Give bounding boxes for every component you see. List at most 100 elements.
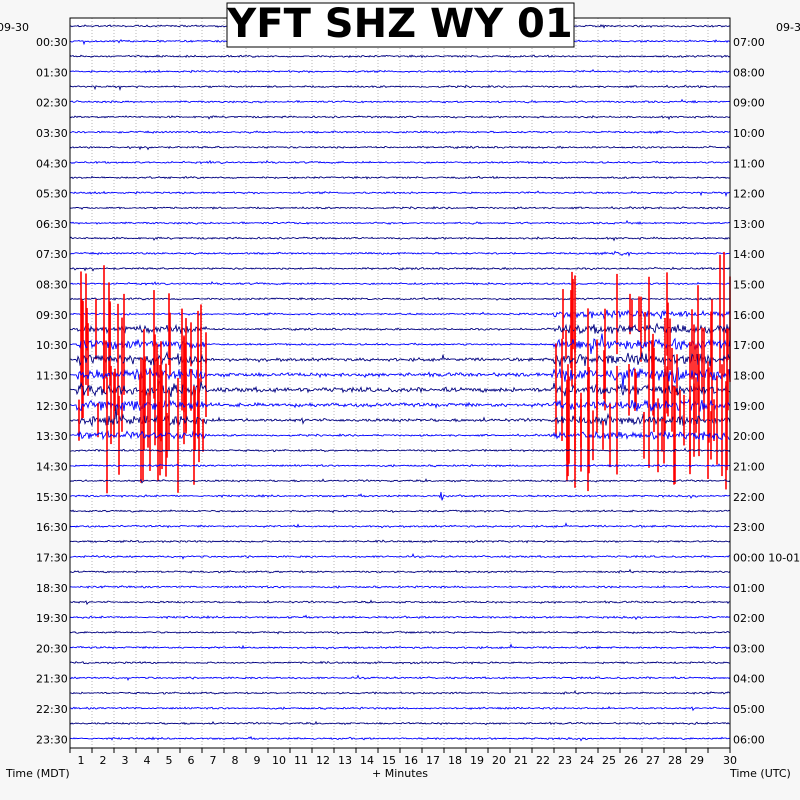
right-time-label: 03:00 — [733, 642, 765, 655]
left-time-label: 21:30 — [36, 673, 68, 686]
minute-tick-label: 17 — [426, 754, 440, 767]
right-time-label: 17:00 — [733, 339, 765, 352]
minute-tick-label: 13 — [338, 754, 352, 767]
minute-tick-label: 6 — [188, 754, 195, 767]
right-time-label: 08:00 — [733, 66, 765, 79]
seismic-traces — [69, 23, 731, 742]
trace-line — [69, 463, 731, 468]
right-time-label: 07:00 — [733, 36, 765, 49]
left-time-label: 14:30 — [36, 460, 68, 473]
left-time-label: 22:30 — [36, 703, 68, 716]
trace-line — [69, 250, 730, 257]
minute-tick-label: 24 — [580, 754, 594, 767]
trace-line — [69, 84, 731, 92]
minute-tick-label: 12 — [316, 754, 330, 767]
trace-line — [69, 735, 731, 742]
right-time-label: 20:00 — [733, 430, 765, 443]
trace-line — [69, 398, 731, 412]
trace-line — [69, 539, 731, 544]
trace-line — [69, 350, 731, 367]
trace-line — [69, 584, 731, 589]
trace-line — [69, 720, 731, 726]
trace-line — [69, 236, 731, 242]
minute-tick-label: 16 — [404, 754, 418, 767]
right-time-label: 22:00 — [733, 491, 765, 504]
minute-tick-label: 14 — [360, 754, 374, 767]
trace-line — [69, 614, 731, 621]
minute-tick-label: 8 — [232, 754, 239, 767]
minute-tick-label: 30 — [723, 754, 737, 767]
trace-line — [69, 478, 731, 484]
right-time-label: 06:00 — [733, 733, 765, 746]
trace-line — [69, 705, 731, 712]
trace-line — [69, 509, 731, 514]
left-time-label: 23:30 — [36, 733, 68, 746]
left-time-label: 05:30 — [36, 188, 68, 201]
trace-line — [69, 266, 731, 272]
left-time-label: 06:30 — [36, 218, 68, 231]
left-time-label: 13:30 — [36, 430, 68, 443]
minute-tick-label: 29 — [690, 754, 704, 767]
left-time-label: 16:30 — [36, 521, 68, 534]
minute-tick-label: 5 — [166, 754, 173, 767]
trace-line — [70, 98, 731, 104]
left-time-label: 11:30 — [36, 370, 68, 383]
left-axis-title: Time (MDT) — [5, 767, 70, 780]
x-axis-title: + Minutes — [372, 767, 428, 780]
minute-axis: 1 2 3 4 5 6 7 8 9 10 11 12 13 14 15 16 17 18 19 20 21 22 23 24 2… — [69, 748, 737, 767]
right-time-label: 23:00 — [733, 521, 765, 534]
left-time-label: 02:30 — [36, 97, 68, 110]
minute-tick-label: 22 — [536, 754, 550, 767]
left-time-label: 12:30 — [36, 400, 68, 413]
minute-tick-label: 11 — [294, 754, 308, 767]
trace-line — [69, 296, 731, 301]
trace-line — [69, 322, 731, 335]
trace-line — [69, 630, 731, 635]
right-time-label: 21:00 — [733, 460, 765, 473]
minute-tick-label: 10 — [272, 754, 286, 767]
trace-line — [69, 159, 731, 165]
trace-line — [69, 568, 731, 574]
minute-tick-label: 18 — [448, 754, 462, 767]
right-time-label: 01:00 — [733, 582, 765, 595]
minute-tick-label: 2 — [100, 754, 107, 767]
right-axis-title: Time (UTC) — [729, 767, 791, 780]
left-time-label: 00:30 — [36, 36, 68, 49]
trace-line — [69, 381, 731, 398]
trace-line — [69, 333, 731, 354]
right-time-label: 18:00 — [733, 370, 765, 383]
trace-line — [69, 447, 731, 453]
right-time-label: 04:00 — [733, 673, 765, 686]
right-time-label: 02:00 — [733, 612, 765, 625]
minute-tick-label: 23 — [558, 754, 572, 767]
chart-title: YFT SHZ WY 01 — [226, 1, 572, 47]
right-time-label: 10:00 — [733, 127, 765, 140]
minute-tick-label: 3 — [122, 754, 129, 767]
left-time-label: 09:30 — [36, 309, 68, 322]
minute-tick-label: 1 — [78, 754, 85, 767]
plot-background — [70, 18, 730, 748]
trace-line — [69, 309, 731, 320]
minute-tick-label: 20 — [492, 754, 506, 767]
title-box — [226, 2, 575, 48]
trace-line — [69, 405, 731, 428]
right-time-label: 05:00 — [733, 703, 765, 716]
left-time-label: 01:30 — [36, 66, 68, 79]
minute-tick-label: 27 — [646, 754, 660, 767]
right-time-label: 13:00 — [733, 218, 765, 231]
trace-line — [69, 429, 731, 441]
right-time-label: 19:00 — [733, 400, 765, 413]
left-time-label: 20:30 — [36, 642, 68, 655]
right-time-label: 14:00 — [733, 248, 765, 261]
trace-line — [69, 205, 731, 210]
minute-tick-label: 7 — [210, 754, 217, 767]
trace-line — [69, 491, 731, 501]
left-time-label: 08:30 — [36, 279, 68, 292]
left-time-axis: 00:30 01:30 02:30 03:30 04:30 05:30 06:30 07:30… — [36, 36, 68, 746]
trace-line — [69, 69, 731, 74]
right-date-label: 09-30 — [776, 21, 800, 34]
trace-line — [69, 599, 730, 606]
minute-tick-label: 28 — [668, 754, 682, 767]
trace-line — [69, 219, 731, 225]
